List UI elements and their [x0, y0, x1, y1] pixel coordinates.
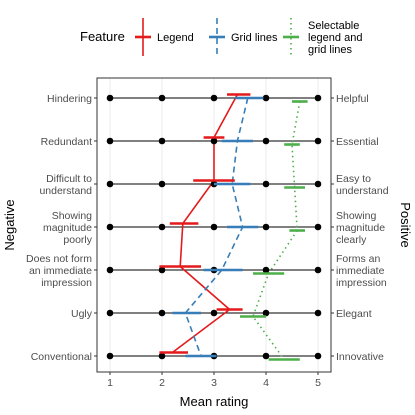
positive-label-line: Showing	[336, 210, 376, 222]
scale-point	[211, 224, 218, 231]
legend-label-line: Legend	[157, 32, 194, 44]
legend-label: Selectable legend and grid lines	[308, 20, 362, 56]
x-tick-label: 5	[315, 377, 321, 389]
positive-label-line: Essential	[336, 136, 379, 148]
positive-label: Elegant	[336, 308, 372, 320]
scale-point	[315, 138, 322, 145]
scale-point	[315, 267, 322, 274]
negative-label-line: impression	[41, 277, 92, 289]
scale-point	[159, 181, 166, 188]
negative-label-line: Showing	[52, 210, 92, 222]
legend-label-line: Grid lines	[231, 32, 278, 44]
scale-point	[263, 95, 270, 102]
legend-title: Feature	[80, 29, 125, 44]
scale-point	[315, 224, 322, 231]
positive-label: Innovative	[336, 351, 384, 363]
legend-label: Grid lines	[231, 32, 278, 44]
scale-point	[315, 95, 322, 102]
positive-label: Easy to understand	[336, 173, 389, 197]
negative-label: Difficult to understand	[39, 173, 92, 197]
scale-point	[263, 353, 270, 360]
x-axis-title: Mean rating	[180, 394, 249, 409]
scale-point	[263, 138, 270, 145]
legend-label-line: legend and	[308, 32, 362, 44]
scale-point	[211, 310, 218, 317]
scale-point	[159, 95, 166, 102]
negative-label: Does not form an immediate impression	[26, 253, 92, 289]
positive-label-line: Innovative	[336, 351, 384, 363]
negative-label: Ugly	[71, 308, 93, 320]
negative-label-line: Does not form	[26, 253, 92, 265]
positive-label-line: immediate	[336, 265, 385, 277]
negative-label-line: understand	[39, 185, 92, 197]
scale-point	[315, 181, 322, 188]
negative-label: Hindering	[47, 93, 92, 105]
scale-point	[107, 95, 114, 102]
legend-label: Legend	[157, 32, 194, 44]
positive-label-line: Easy to	[336, 173, 371, 185]
positive-label-line: Forms an	[336, 253, 381, 265]
negative-label-line: Redundant	[41, 136, 92, 148]
x-tick-label: 4	[263, 377, 269, 389]
x-tick-label: 1	[107, 377, 113, 389]
negative-label: Conventional	[31, 351, 92, 363]
negative-label-line: magnitude	[43, 222, 92, 234]
positive-label: Showing magnitude clearly	[336, 210, 385, 246]
positive-label-line: magnitude	[336, 222, 385, 234]
negative-label: Showing magnitude poorly	[43, 210, 93, 246]
negative-label-line: Difficult to	[46, 173, 92, 185]
x-tick-label: 3	[211, 377, 217, 389]
negative-axis-title: Negative	[2, 199, 17, 250]
x-tick-label: 2	[159, 377, 165, 389]
scale-point	[315, 310, 322, 317]
positive-label: Helpful	[336, 93, 369, 105]
scale-point	[159, 310, 166, 317]
negative-label-line: Ugly	[71, 308, 93, 320]
scale-point	[107, 138, 114, 145]
positive-label-line: Helpful	[336, 93, 369, 105]
positive-label: Essential	[336, 136, 379, 148]
scale-point	[315, 353, 322, 360]
positive-label-line: Elegant	[336, 308, 372, 320]
negative-label-line: Hindering	[47, 93, 92, 105]
scale-point	[159, 224, 166, 231]
positive-label-line: understand	[336, 185, 389, 197]
negative-label-line: poorly	[63, 234, 92, 246]
positive-axis-title: Positive	[398, 202, 413, 248]
negative-label: Redundant	[41, 136, 92, 148]
scale-point	[263, 181, 270, 188]
legend-label-line: grid lines	[308, 44, 353, 56]
legend-label-line: Selectable	[308, 20, 359, 32]
positive-label: Forms an immediate impression	[336, 253, 387, 289]
legend: Feature Legend Grid lines Selectable legend …	[80, 18, 362, 56]
scale-point	[107, 353, 114, 360]
scale-point	[107, 310, 114, 317]
positive-label-line: impression	[336, 277, 387, 289]
negative-label-line: an immediate	[29, 265, 92, 277]
negative-label-line: Conventional	[31, 351, 92, 363]
scale-point	[211, 95, 218, 102]
scale-point	[107, 224, 114, 231]
scale-point	[159, 138, 166, 145]
scale-point	[107, 267, 114, 274]
positive-label-line: clearly	[336, 234, 367, 246]
scale-point	[107, 181, 114, 188]
scale-point	[263, 224, 270, 231]
